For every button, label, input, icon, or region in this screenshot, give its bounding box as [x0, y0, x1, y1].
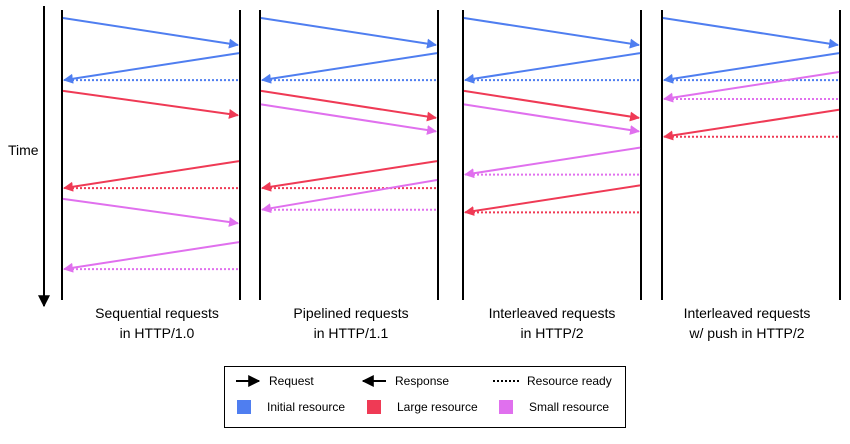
panel-1	[259, 10, 439, 300]
time-axis-label: Time	[8, 142, 39, 158]
request-arrow-large	[260, 89, 437, 122]
legend-large: Large resource	[367, 400, 478, 414]
legend-initial: Initial resource	[237, 400, 345, 414]
response-arrow-initial	[63, 52, 240, 84]
response-arrow-small	[464, 146, 641, 179]
panel-0	[61, 10, 241, 300]
response-arrow-small	[63, 241, 240, 273]
legend-response: Response	[361, 374, 449, 388]
request-arrow-initial	[662, 17, 839, 49]
response-arrow-initial	[663, 52, 840, 84]
legend-response-label: Response	[395, 374, 450, 388]
request-arrow-small	[62, 197, 239, 227]
legend-initial-label: Initial resource	[267, 400, 346, 414]
response-arrow-initial	[261, 52, 438, 84]
request-arrow-icon	[236, 375, 261, 387]
large-color-swatch	[367, 400, 381, 414]
panels-layer	[61, 10, 841, 300]
response-arrow-large	[261, 160, 438, 192]
response-arrow-small	[261, 179, 438, 214]
legend: Request Response Resource ready Initial …	[224, 366, 626, 428]
legend-ready: Resource ready	[493, 374, 612, 388]
legend-small: Small resource	[499, 400, 609, 414]
legend-small-label: Small resource	[529, 400, 610, 414]
legend-large-label: Large resource	[397, 400, 478, 414]
request-arrow-initial	[62, 17, 239, 49]
request-arrow-small	[260, 103, 437, 135]
legend-request-label: Request	[269, 374, 314, 388]
response-arrow-small	[663, 71, 840, 103]
request-arrow-initial	[260, 17, 437, 49]
response-arrow-icon	[361, 375, 386, 387]
dotted-line-icon	[493, 380, 519, 382]
panel-3	[661, 10, 841, 300]
panel-caption-http2-push: Interleaved requests w/ push in HTTP/2	[683, 305, 811, 341]
response-arrow-large	[464, 184, 641, 216]
request-arrow-initial	[463, 17, 640, 49]
panel-caption-http11: Pipelined requests in HTTP/1.1	[293, 305, 409, 341]
request-arrow-large	[463, 89, 640, 122]
response-arrow-initial	[464, 52, 641, 84]
legend-request: Request	[235, 374, 314, 388]
legend-ready-label: Resource ready	[527, 374, 612, 388]
initial-color-swatch	[237, 400, 251, 414]
request-arrow-large	[62, 89, 239, 119]
response-arrow-large	[663, 108, 840, 141]
panel-caption-http2: Interleaved requests in HTTP/2	[488, 305, 616, 341]
small-color-swatch	[499, 400, 513, 414]
panel-caption-http10: Sequential requests in HTTP/1.0	[95, 305, 219, 341]
panel-2	[462, 10, 642, 300]
response-arrow-large	[63, 160, 240, 192]
request-arrow-small	[463, 103, 640, 135]
